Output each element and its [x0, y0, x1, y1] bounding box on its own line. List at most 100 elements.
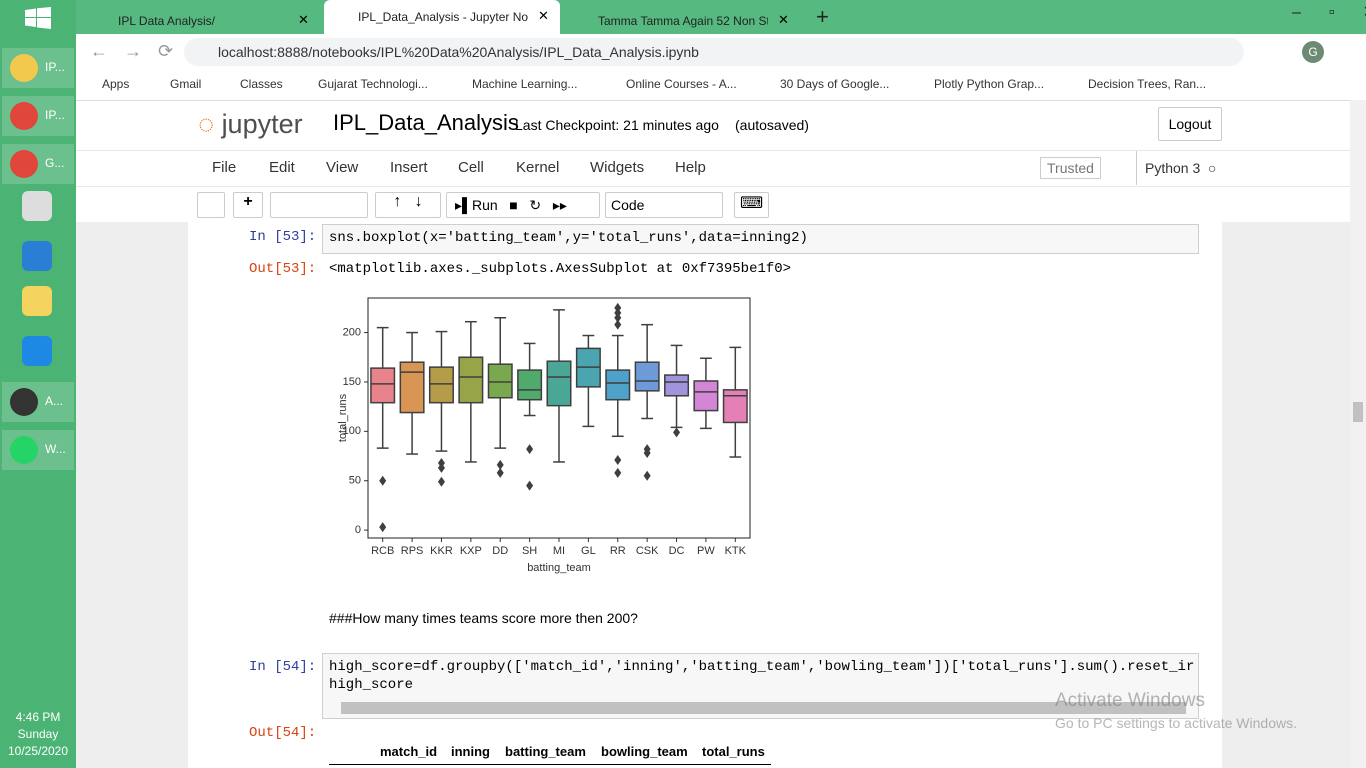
box [693, 380, 719, 412]
tab-close[interactable]: ✕ [298, 12, 309, 27]
save-button[interactable] [197, 192, 225, 218]
box [664, 374, 690, 397]
tab-title: Tamma Tamma Again 52 Non St [598, 14, 768, 28]
toolbar: ←→⟳ localhost:8888/notebooks/IPL%20Data%… [76, 34, 1366, 70]
outlier [643, 470, 651, 481]
output: <matplotlib.axes._subplots.AxesSubplot a… [329, 261, 792, 277]
code-cell[interactable]: sns.boxplot(x='batting_team',y='total_ru… [322, 224, 1199, 254]
day: Sunday [17, 727, 59, 741]
tab-close[interactable]: ✕ [538, 8, 549, 23]
new-tab[interactable]: + [816, 4, 829, 29]
prompt: In [54]: [249, 659, 317, 675]
outlier [379, 522, 387, 533]
kernel-text: Python 3 [1145, 160, 1201, 176]
logout-button[interactable]: Logout [1158, 107, 1222, 141]
menu-item[interactable]: Help [675, 159, 706, 176]
outlier [496, 459, 504, 470]
bookmark[interactable]: Machine Learning... [472, 77, 578, 91]
tab-title: IPL_Data_Analysis - Jupyter Notel [358, 10, 528, 24]
tab-close[interactable]: ✕ [778, 12, 789, 27]
taskbar-app[interactable]: IP... [2, 96, 74, 136]
notebook-name[interactable]: IPL_Data_Analysis [333, 110, 519, 135]
menu-item[interactable]: Widgets [590, 159, 645, 176]
clock[interactable]: 4:46 PM Sunday 10/25/2020 [0, 709, 76, 760]
watermark-text: Go to PC settings to activate Windows. [1055, 715, 1297, 731]
box [517, 369, 543, 401]
outlier [526, 480, 534, 491]
column-header: batting_team [505, 744, 586, 759]
app-label: A... [45, 394, 64, 408]
menu-item[interactable]: Insert [390, 159, 428, 176]
outlier [614, 319, 622, 330]
edit-buttons[interactable] [270, 192, 368, 218]
pinned-app[interactable] [22, 286, 52, 316]
taskbar-app[interactable]: IP... [2, 48, 74, 88]
cell-type-select[interactable]: Code [605, 192, 723, 218]
taskbar: IP... IP... G... A... W... 4:46 PM Sunday 10… [0, 0, 76, 768]
run-button[interactable]: ▸▌Run ■ ↻ ▸▸ [446, 192, 600, 218]
menu-item[interactable]: View [326, 159, 359, 176]
code-cell[interactable]: high_score=df.groupby(['match_id','innin… [322, 653, 1199, 719]
axes-frame [367, 297, 751, 539]
x-tick-label: PW [697, 545, 715, 557]
trusted[interactable]: Trusted [1040, 157, 1101, 179]
bookmark[interactable]: Online Courses - A... [626, 77, 737, 91]
box [370, 367, 396, 404]
column-header: bowling_team [601, 744, 688, 759]
bookmark[interactable]: Apps [102, 77, 130, 91]
logo-text: jupyter [221, 109, 303, 139]
omnibox[interactable]: localhost:8888/notebooks/IPL%20Data%20An… [184, 38, 1244, 66]
app-label: W... [45, 442, 66, 456]
tab-title: IPL Data Analysis/ [118, 14, 215, 28]
x-tick-label: CSK [636, 545, 659, 557]
add-button[interactable]: + [233, 192, 263, 218]
thumb[interactable] [1353, 402, 1363, 422]
outlier [526, 444, 534, 455]
tab[interactable]: IPL Data Analysis/ ✕ [84, 4, 320, 32]
move-buttons[interactable]: ↑ ↓ [375, 192, 441, 218]
menu-item[interactable]: File [212, 159, 237, 176]
bookmark[interactable]: Classes [240, 77, 283, 91]
bookmark[interactable]: Plotly Python Grap... [934, 77, 1045, 91]
run-label: Run [471, 197, 498, 213]
h-scrollbar[interactable] [341, 702, 1186, 714]
taskbar-app[interactable]: A... [2, 382, 74, 422]
outlier [437, 462, 445, 473]
app-icon [10, 102, 38, 130]
scrollbar[interactable] [1350, 100, 1366, 768]
y-tick-label: 50 [349, 475, 361, 487]
y-tick-label: 0 [355, 524, 361, 536]
box [487, 363, 513, 399]
pinned-app[interactable] [22, 191, 52, 221]
keyboard-button[interactable]: ⌨ [734, 192, 769, 218]
tab[interactable]: Tamma Tamma Again 52 Non St ✕ [564, 4, 800, 32]
menu-item[interactable]: Kernel [516, 159, 560, 176]
pinned-app[interactable] [22, 336, 52, 366]
x-tick-label: RPS [401, 545, 424, 557]
nav-buttons[interactable]: ←→⟳ [90, 41, 190, 61]
x-tick-label: RCB [371, 545, 394, 557]
taskbar-app[interactable]: W... [2, 430, 74, 470]
x-tick-label: KXP [460, 545, 482, 557]
autosaved: (autosaved) [735, 117, 809, 133]
column-header: total_runs [702, 744, 765, 759]
window-controls[interactable]: –▫✕ [1292, 4, 1366, 21]
taskbar-app[interactable]: G... [2, 144, 74, 184]
y-axis-label: total_runs [337, 393, 349, 442]
y-tick-label: 150 [343, 376, 361, 388]
bookmark[interactable]: Decision Trees, Ran... [1088, 77, 1207, 91]
tab[interactable]: IPL_Data_Analysis - Jupyter Notel ✕ [324, 0, 560, 34]
menu-item[interactable]: Edit [269, 159, 295, 176]
bookmark[interactable]: Gujarat Technologi... [318, 77, 428, 91]
bookmark[interactable]: Gmail [170, 77, 202, 91]
table-header: match_id inning batting_team bowling_team to… [329, 742, 771, 765]
jupyter-logo[interactable]: ◌ jupyter [198, 109, 303, 139]
x-tick-label: KKR [430, 545, 453, 557]
menu-item[interactable]: Cell [458, 159, 484, 176]
prompt: In [53]: [249, 229, 317, 245]
pinned-app[interactable] [22, 241, 52, 271]
app-label: G... [45, 156, 65, 170]
bookmark[interactable]: 30 Days of Google... [780, 77, 890, 91]
profile[interactable]: G [1302, 41, 1324, 63]
start-button[interactable] [25, 7, 51, 29]
